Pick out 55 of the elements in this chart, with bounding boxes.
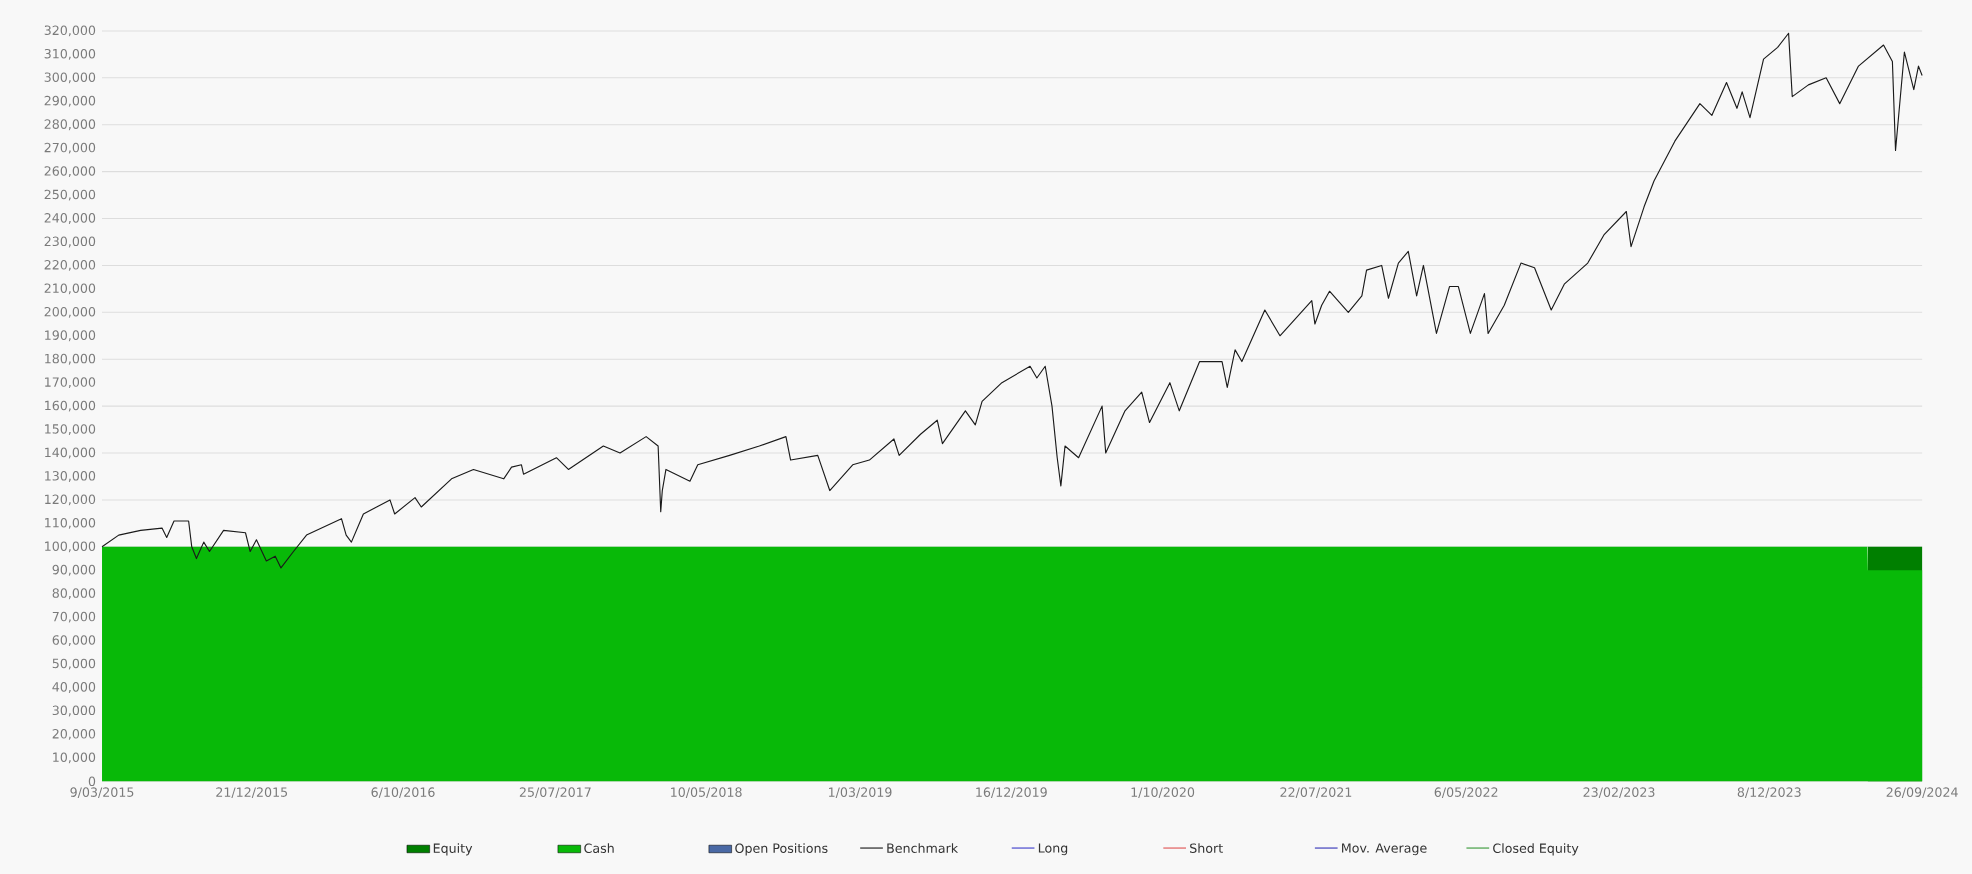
legend-label: Open Positions — [735, 843, 828, 856]
x-tick-label: 22/07/2021 — [1280, 787, 1352, 798]
y-tick-label: 80,000 — [52, 588, 96, 600]
x-tick-label: 26/09/2024 — [1886, 787, 1958, 798]
y-tick-label: 230,000 — [44, 236, 96, 248]
y-tick-label: 50,000 — [52, 658, 96, 670]
legend-label: Equity — [433, 843, 473, 856]
legend-label: Long — [1038, 843, 1068, 856]
y-tick-label: 60,000 — [52, 635, 96, 646]
y-tick-label: 180,000 — [45, 353, 96, 365]
y-tick-label: 320,000 — [44, 25, 96, 37]
y-tick-label: 20,000 — [52, 728, 96, 740]
y-tick-label: 280,000 — [44, 119, 96, 131]
x-tick-label: 6/10/2016 — [371, 787, 435, 798]
x-tick-label: 25/07/2017 — [519, 787, 591, 798]
y-tick-label: 0 — [88, 776, 96, 787]
x-tick-label: 8/12/2023 — [1737, 787, 1801, 798]
y-tick-label: 10,000 — [53, 752, 96, 764]
x-tick-label: 1/03/2019 — [829, 787, 892, 798]
y-tick-label: 140,000 — [45, 447, 96, 459]
y-tick-label: 290,000 — [44, 95, 96, 107]
y-tick-label: 250,000 — [44, 189, 96, 201]
y-tick-label: 270,000 — [44, 142, 96, 154]
y-tick-label: 40,000 — [52, 682, 96, 693]
x-tick-label: 16/12/2019 — [976, 787, 1047, 798]
y-tick-label: 260,000 — [44, 166, 96, 177]
x-tick-label: 23/02/2023 — [1583, 787, 1655, 798]
y-tick-label: 130,000 — [45, 470, 96, 482]
y-tick-label: 150,000 — [45, 424, 96, 435]
y-tick-label: 170,000 — [45, 377, 96, 389]
x-tick-label: 9/03/2015 — [70, 787, 134, 798]
x-tick-label: 6/05/2022 — [1434, 787, 1498, 798]
x-tick-label: 1/10/2020 — [1131, 787, 1195, 798]
legend-label: Mov. Average — [1342, 843, 1427, 856]
y-tick-label: 220,000 — [44, 259, 96, 271]
y-tick-label: 300,000 — [44, 72, 96, 84]
line-series — [101, 32, 1923, 569]
y-tick-label: 110,000 — [45, 517, 96, 529]
legend-label: Benchmark — [887, 843, 959, 853]
y-tick-label: 210,000 — [44, 283, 96, 295]
y-tick-label: 100,000 — [45, 541, 96, 553]
y-tick-label: 310,000 — [44, 48, 96, 60]
y-tick-label: 90,000 — [52, 564, 96, 576]
y-tick-label: 190,000 — [45, 330, 96, 342]
y-tick-label: 240,000 — [44, 213, 96, 224]
y-tick-label: 200,000 — [44, 306, 96, 318]
legend-label: Closed Equity — [1493, 843, 1579, 856]
y-tick-label: 70,000 — [52, 611, 96, 623]
y-tick-label: 120,000 — [45, 494, 96, 506]
y-tick-label: 160,000 — [45, 400, 96, 412]
legend-label: Short — [1190, 843, 1223, 853]
x-tick-label: 10/05/2018 — [671, 787, 742, 798]
y-tick-label: 30,000 — [52, 705, 96, 717]
x-tick-label: 21/12/2015 — [216, 787, 288, 798]
legend-label: Cash — [584, 843, 614, 853]
